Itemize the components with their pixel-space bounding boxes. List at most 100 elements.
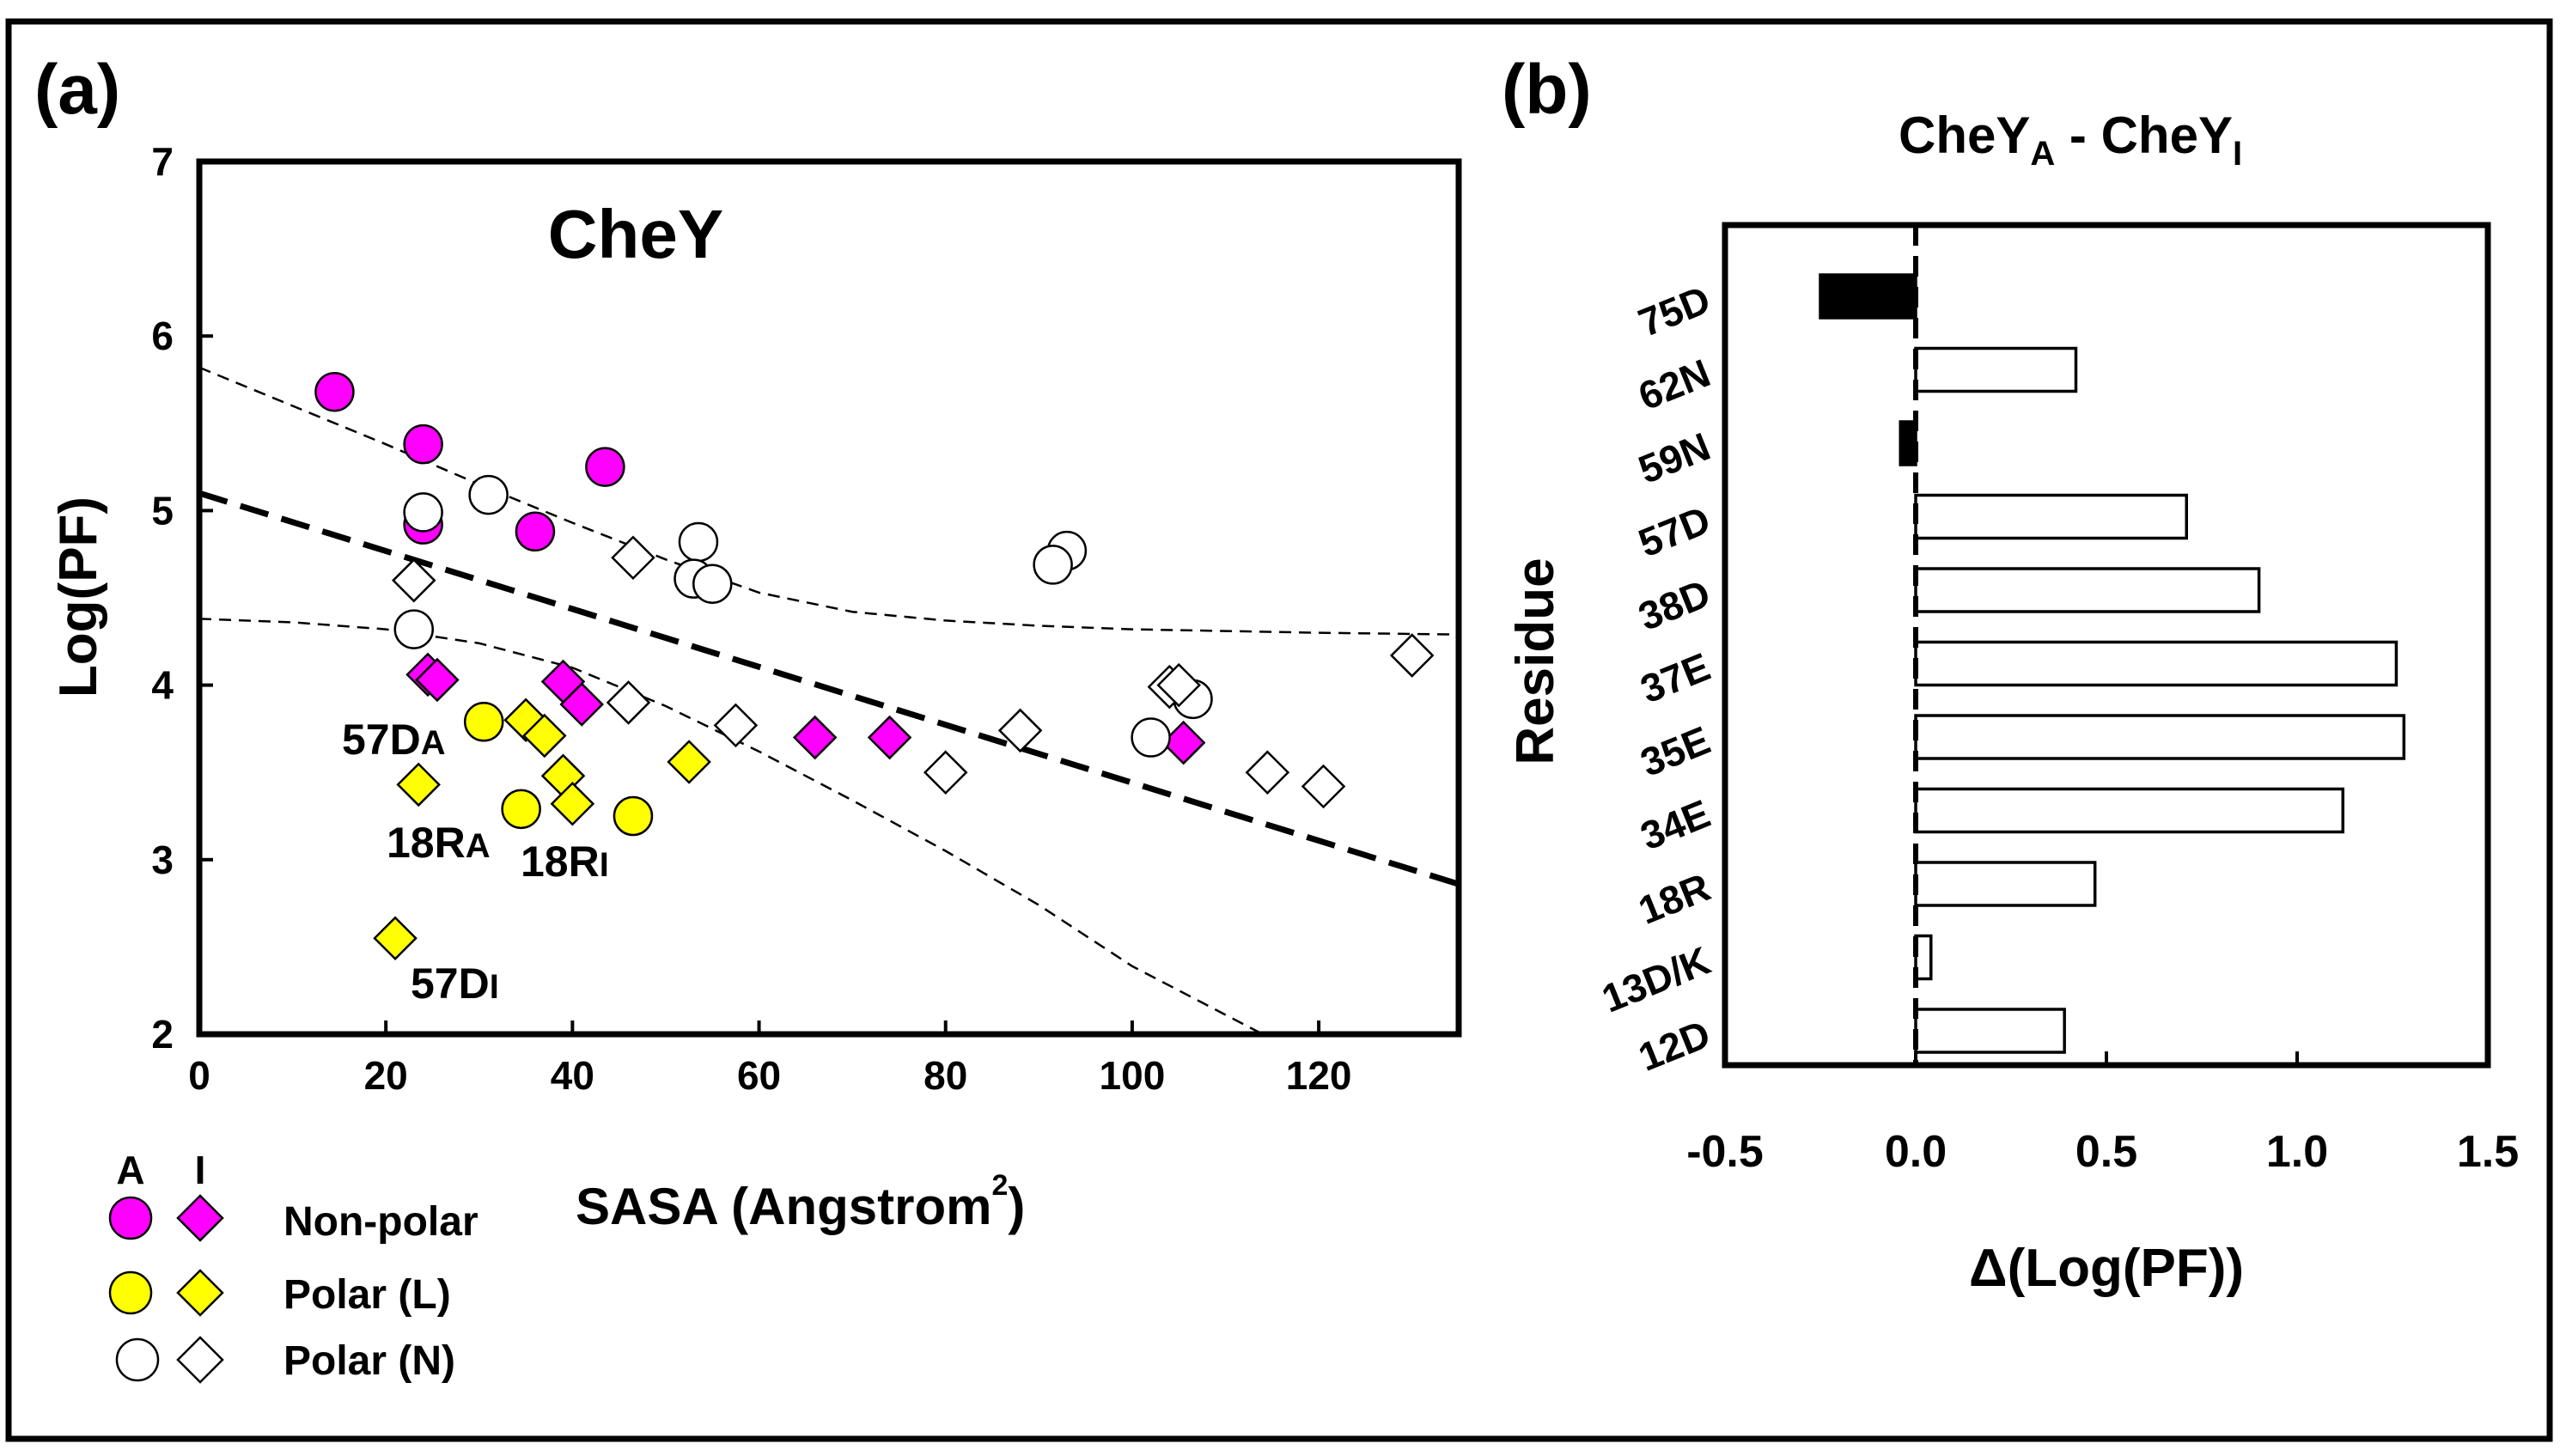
data-points bbox=[314, 371, 1435, 961]
point-polar-l-a bbox=[501, 789, 541, 830]
bar-38d bbox=[1914, 567, 2261, 613]
y-axis-ticks: 2 3 4 5 6 7 bbox=[151, 139, 213, 1057]
x-tick-label-b: 0.5 bbox=[2075, 1127, 2137, 1177]
legend-col-i: I bbox=[195, 1148, 206, 1192]
fit-line-regression bbox=[199, 490, 1459, 887]
point-label-18r-i-sub: I bbox=[600, 846, 609, 884]
x-axis-ticks-b: -0.5 0.0 0.5 1.0 1.5 bbox=[1686, 1051, 2519, 1177]
point-polar-n-a bbox=[1033, 545, 1073, 585]
point-polar-n-a bbox=[393, 609, 435, 649]
point-label-57d-a-sub: A bbox=[421, 724, 446, 762]
legend-marker-nonpolar-i bbox=[176, 1194, 224, 1242]
x-tick-label: 80 bbox=[923, 1053, 967, 1098]
x-axis-label-text: SASA (Angstrom bbox=[576, 1178, 991, 1235]
x-tick-label: 40 bbox=[551, 1053, 594, 1098]
point-polar-n-i bbox=[1156, 662, 1201, 708]
x-tick-label-b: -0.5 bbox=[1686, 1127, 1764, 1177]
point-polar-l-i bbox=[522, 713, 567, 758]
point-label-18r-i: 18RI bbox=[521, 838, 609, 886]
fit-lines bbox=[199, 366, 1459, 1034]
x-axis-label: SASA (Angstrom2) bbox=[576, 1169, 1025, 1235]
point-label-57d-i-base: 57D bbox=[411, 959, 490, 1008]
x-axis-label-exponent: 2 bbox=[991, 1169, 1008, 1202]
point-label-18r-i-base: 18R bbox=[521, 838, 600, 886]
panel-a-label: (a) bbox=[34, 51, 120, 129]
y-tick-label: 4 bbox=[151, 663, 174, 708]
bar-57d bbox=[1914, 493, 2188, 540]
x-tick-label-b: 1.5 bbox=[2457, 1127, 2519, 1177]
point-polar-n-i bbox=[923, 750, 968, 795]
bar-12d bbox=[1914, 1008, 2066, 1054]
point-polar-l-a bbox=[463, 702, 504, 742]
x-axis-label-b: Δ(Log(PF)) bbox=[1969, 1239, 2244, 1298]
legend-marker-polar-n-a bbox=[115, 1337, 160, 1382]
point-polar-n-i bbox=[1245, 750, 1290, 795]
bar-37e bbox=[1914, 640, 2398, 687]
point-polar-l-i bbox=[373, 916, 418, 961]
point-non-polar-i bbox=[792, 715, 838, 760]
fit-line-confidence-lower bbox=[199, 618, 1264, 1034]
point-polar-n-a bbox=[468, 474, 509, 515]
panel-b-title: CheYA - CheYI bbox=[1899, 107, 2242, 173]
legend-marker-polar-n-i bbox=[176, 1336, 224, 1384]
panel-b-title-base-a: CheY bbox=[1899, 107, 2030, 164]
panel-b-title-sub-a: A bbox=[2030, 135, 2055, 173]
point-polar-n-a bbox=[403, 492, 443, 533]
x-tick-label-b: 0.0 bbox=[1885, 1127, 1947, 1177]
panel-b-bars: (b) CheYA - CheYI -0.5 0.0 0.5 1.0 1.5 75D62… bbox=[1502, 51, 2519, 1298]
point-label-18r-a-base: 18R bbox=[387, 819, 466, 867]
x-axis-ticks: 0 20 40 60 80 100 120 bbox=[188, 1020, 1351, 1098]
legend-marker-nonpolar-a bbox=[108, 1196, 153, 1240]
x-tick-label: 60 bbox=[737, 1053, 781, 1098]
point-polar-l-a bbox=[613, 795, 654, 837]
point-label-57d-i: 57DI bbox=[411, 959, 499, 1008]
point-non-polar-a bbox=[403, 423, 443, 465]
point-label-18r-a-sub: A bbox=[466, 827, 491, 865]
y-tick-label: 7 bbox=[151, 139, 174, 184]
plot-a-frame bbox=[196, 158, 1462, 1038]
legend-marker-polar-l-a bbox=[108, 1270, 153, 1315]
point-polar-n-a bbox=[692, 564, 733, 604]
point-labels: 57DA 18RA 18RI 57DI bbox=[342, 716, 609, 1008]
panel-b-title-sub-i: I bbox=[2233, 135, 2242, 173]
point-polar-n-a bbox=[1131, 717, 1171, 758]
panel-b-label: (b) bbox=[1502, 51, 1592, 129]
x-tick-label: 0 bbox=[188, 1053, 210, 1098]
point-label-18r-a: 18RA bbox=[387, 819, 491, 867]
y-axis-label: Log(PF) bbox=[49, 497, 108, 698]
point-polar-n-a bbox=[678, 521, 719, 563]
fit-line-confidence-upper bbox=[199, 366, 1459, 636]
point-polar-n-i bbox=[1389, 633, 1435, 678]
bar-34e bbox=[1914, 787, 2345, 834]
point-non-polar-a bbox=[515, 511, 556, 552]
x-axis-label-close: ) bbox=[1008, 1178, 1025, 1235]
point-label-57d-a: 57DA bbox=[342, 716, 446, 764]
bar-13d-k bbox=[1914, 934, 1933, 981]
point-non-polar-i bbox=[559, 682, 604, 727]
point-polar-n-i bbox=[1301, 764, 1346, 809]
point-polar-l-i bbox=[550, 782, 595, 826]
y-tick-label: 3 bbox=[151, 838, 174, 882]
bar-75d bbox=[1819, 273, 1917, 320]
x-tick-label: 20 bbox=[364, 1053, 408, 1098]
y-tick-label: 5 bbox=[151, 488, 174, 533]
legend-marker-polar-l-i bbox=[176, 1269, 224, 1317]
x-tick-label: 120 bbox=[1286, 1053, 1352, 1098]
point-label-57d-i-sub: I bbox=[490, 968, 499, 1006]
bar-18r bbox=[1914, 861, 2097, 907]
y-tick-label: 6 bbox=[151, 314, 174, 358]
point-non-polar-a bbox=[585, 447, 625, 487]
legend-label-polar-l: Polar (L) bbox=[283, 1272, 451, 1318]
bar-35e bbox=[1914, 714, 2406, 760]
point-polar-n-i bbox=[391, 557, 436, 603]
point-non-polar-a bbox=[314, 371, 355, 412]
y-axis-label-b: Residue bbox=[1506, 557, 1565, 765]
point-non-polar-i bbox=[415, 657, 460, 703]
legend: A I Non-polar Polar (L) Polar (N) bbox=[108, 1148, 478, 1384]
bar-62n bbox=[1914, 346, 2078, 393]
legend-label-polar-n: Polar (N) bbox=[283, 1338, 455, 1384]
panel-b-title-base-i: CheY bbox=[2101, 107, 2233, 164]
y-tick-label: 2 bbox=[151, 1012, 174, 1057]
x-tick-label: 100 bbox=[1100, 1053, 1166, 1098]
